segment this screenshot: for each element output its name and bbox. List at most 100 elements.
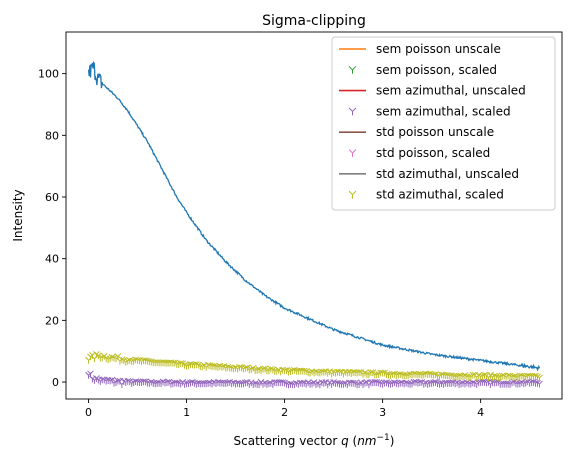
- data-point: [416, 379, 424, 387]
- x-axis-label-unit-var: nm: [357, 434, 376, 448]
- y-axis-ticks: 0 20 40 60 80 100: [38, 68, 66, 389]
- data-point: [240, 365, 247, 373]
- data-point: [185, 380, 192, 388]
- data-point: [204, 362, 212, 369]
- x-axis-label-unit-close: ): [390, 434, 395, 448]
- data-point: [312, 368, 320, 376]
- data-point: [406, 380, 414, 388]
- data-point: [140, 378, 147, 386]
- data-point: [144, 379, 151, 387]
- data-point: [281, 379, 288, 387]
- legend-entry: std poisson unscale: [339, 125, 494, 139]
- data-point: [173, 361, 181, 368]
- data-point: [349, 379, 357, 387]
- data-point: [169, 359, 177, 367]
- legend-entry: sem azimuthal, unscaled: [339, 84, 526, 98]
- data-point: [367, 369, 375, 377]
- data-point: [402, 372, 410, 380]
- data-point: [147, 358, 155, 366]
- legend-entry: sem poisson, scaled: [348, 63, 497, 77]
- legend-entry: sem azimuthal, scaled: [348, 104, 511, 118]
- data-point: [193, 361, 200, 369]
- data-point: [410, 370, 418, 378]
- x-tick-label: 3: [379, 406, 386, 419]
- data-point: [240, 380, 247, 388]
- data-point: [432, 378, 439, 386]
- legend-marker-swatch: [348, 149, 357, 157]
- data-point: [210, 362, 218, 370]
- series-main-curve: [87, 60, 541, 372]
- data-point: [530, 378, 537, 386]
- data-point: [224, 363, 232, 371]
- data-point: [236, 364, 243, 371]
- legend-label: std azimuthal, unscaled: [376, 167, 519, 181]
- data-point: [124, 377, 132, 385]
- data-point: [145, 358, 153, 366]
- data-point: [155, 379, 163, 387]
- data-point: [455, 381, 463, 389]
- data-point: [426, 370, 434, 378]
- legend-items: sem poisson unscale sem poisson, scaled se…: [339, 42, 526, 202]
- data-point: [336, 369, 343, 377]
- data-point: [465, 373, 473, 381]
- data-point: [379, 369, 386, 377]
- data-point: [475, 372, 483, 379]
- data-point: [251, 380, 259, 388]
- legend-entry: std azimuthal, scaled: [348, 188, 504, 202]
- x-axis-label-unit-exp: −1: [377, 433, 390, 443]
- data-point: [104, 356, 112, 363]
- data-point: [242, 379, 249, 387]
- data-point: [379, 380, 386, 388]
- data-point: [330, 379, 337, 386]
- data-point: [218, 363, 226, 371]
- data-point: [128, 380, 136, 387]
- legend-entry: sem poisson unscale: [339, 42, 501, 56]
- data-point: [177, 360, 185, 367]
- data-point: [132, 378, 139, 386]
- data-point: [477, 373, 484, 381]
- data-point: [189, 378, 196, 386]
- data-point: [128, 358, 136, 365]
- data-layer: [85, 60, 543, 389]
- data-point: [300, 367, 308, 375]
- legend-box: [331, 36, 556, 211]
- data-point: [122, 358, 130, 366]
- data-point: [410, 378, 418, 386]
- data-point: [263, 367, 271, 375]
- data-point: [316, 369, 324, 377]
- data-point: [320, 368, 328, 376]
- data-point: [263, 381, 271, 388]
- y-tick-label: 80: [45, 129, 59, 142]
- data-point: [508, 379, 516, 387]
- data-point: [338, 380, 345, 388]
- data-point: [492, 373, 500, 381]
- data-point: [334, 379, 341, 387]
- data-point: [373, 371, 381, 379]
- data-point: [253, 380, 261, 388]
- data-point: [532, 379, 539, 387]
- data-point: [175, 380, 183, 387]
- data-point: [132, 356, 139, 364]
- data-point: [204, 379, 212, 387]
- data-point: [536, 374, 543, 382]
- data-point: [361, 379, 369, 387]
- data-point: [347, 370, 355, 377]
- data-point: [259, 365, 267, 373]
- data-point: [418, 371, 426, 379]
- data-point: [196, 363, 204, 371]
- data-point: [469, 371, 477, 379]
- data-point: [306, 380, 314, 388]
- data-point: [494, 374, 502, 382]
- data-point: [518, 372, 526, 380]
- data-point: [183, 362, 190, 370]
- y-tick-label: 100: [38, 68, 59, 81]
- x-tick-label: 1: [183, 406, 190, 419]
- data-point: [481, 371, 488, 379]
- legend-label: std poisson, scaled: [376, 146, 490, 160]
- x-axis-label-var: q: [341, 434, 349, 448]
- data-point: [471, 380, 479, 387]
- data-point: [440, 380, 447, 388]
- data-point: [381, 379, 388, 387]
- data-point: [532, 372, 539, 380]
- legend-label: std poisson unscale: [376, 125, 494, 139]
